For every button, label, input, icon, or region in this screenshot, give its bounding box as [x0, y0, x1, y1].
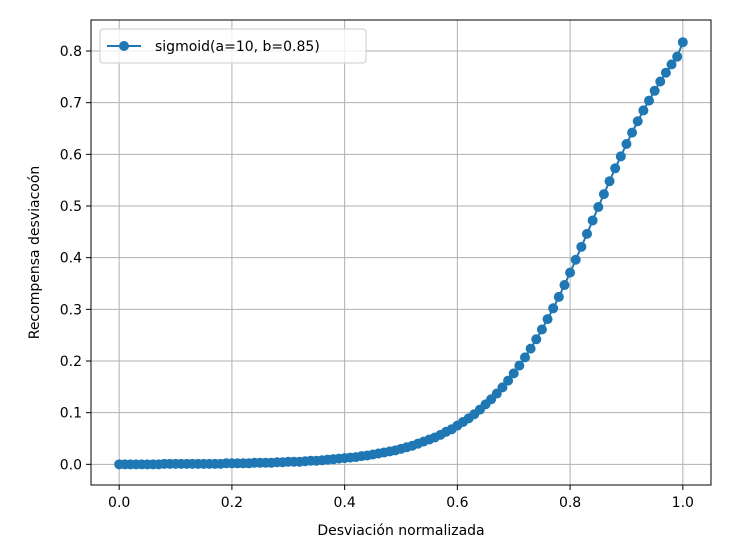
data-point: [542, 314, 553, 325]
data-series: [114, 37, 688, 470]
data-point: [655, 76, 666, 87]
x-tick-label: 0.6: [446, 495, 468, 511]
series-line: [119, 41, 684, 466]
axis-ticks: 0.0 0.2 0.4 0.6 0.8 1.0 0.0 0.1 0.2 0.3 0.4 0.5 0.6 0…: [60, 44, 694, 511]
y-tick-label: 0.4: [60, 251, 82, 267]
data-point: [587, 215, 598, 226]
data-point: [638, 105, 649, 116]
data-point: [497, 382, 508, 393]
data-point: [604, 176, 615, 187]
data-point: [615, 151, 626, 162]
legend: sigmoid(a=10, b=0.85): [99, 28, 367, 64]
y-tick-label: 0.3: [60, 302, 82, 318]
grid: [91, 20, 711, 485]
legend-entry-label: sigmoid(a=10, b=0.85): [155, 39, 320, 55]
data-point: [644, 95, 654, 106]
data-point: [503, 375, 514, 386]
y-tick-label: 0.6: [60, 147, 82, 163]
y-tick-label: 0.5: [60, 199, 82, 215]
legend-dot-marker: [119, 41, 129, 51]
x-tick-label: 0.2: [221, 495, 243, 511]
y-tick-label: 0.8: [60, 44, 82, 60]
data-point: [553, 291, 564, 302]
data-point: [672, 51, 683, 62]
data-point: [593, 202, 604, 213]
x-tick-label: 0.4: [334, 495, 356, 511]
data-point: [531, 334, 542, 345]
data-point: [677, 37, 688, 48]
x-tick-label: 0.8: [559, 495, 581, 511]
y-tick-label: 0.1: [60, 406, 82, 422]
y-tick-label: 0.7: [60, 96, 82, 112]
data-point: [576, 241, 587, 252]
data-point: [660, 67, 671, 78]
data-point: [598, 189, 609, 200]
data-point: [536, 324, 547, 335]
x-axis-label: Desviación normalizada: [317, 523, 484, 539]
legend-box: [99, 28, 367, 64]
data-point: [559, 280, 570, 291]
y-axis-label: Recompensa desviacoón: [27, 166, 43, 340]
data-point: [610, 163, 621, 174]
data-point: [627, 127, 638, 138]
data-point: [582, 228, 592, 239]
plot-area-frame: [90, 19, 712, 486]
data-point: [508, 368, 519, 379]
x-tick-label: 0.0: [108, 495, 130, 511]
data-point: [548, 303, 559, 314]
data-point: [649, 85, 660, 96]
data-point: [570, 254, 581, 265]
data-point: [565, 267, 576, 278]
x-tick-label: 1.0: [672, 495, 694, 511]
data-point: [666, 59, 677, 70]
data-point: [514, 360, 525, 371]
y-tick-label: 0.2: [60, 354, 82, 370]
data-point: [520, 352, 530, 363]
data-point: [621, 139, 632, 149]
y-tick-label: 0.0: [60, 457, 82, 473]
data-point: [525, 343, 536, 354]
data-point: [632, 116, 643, 127]
